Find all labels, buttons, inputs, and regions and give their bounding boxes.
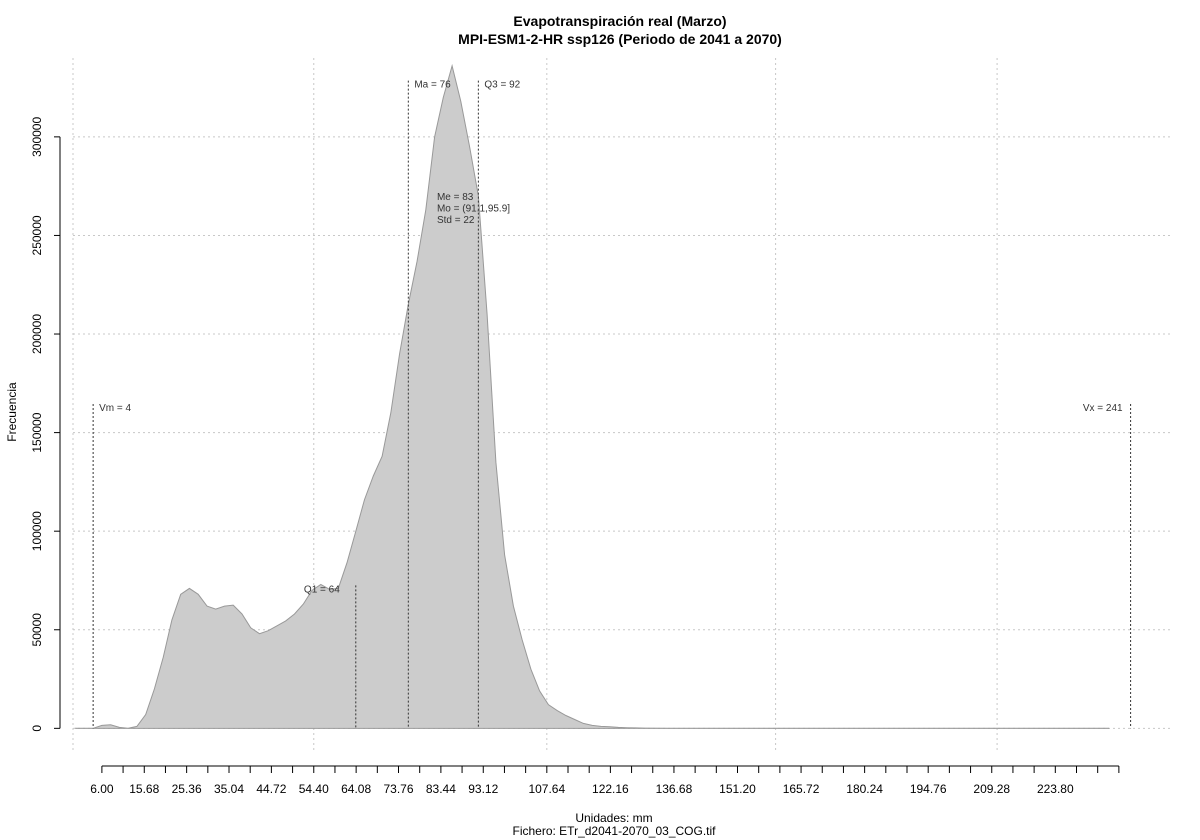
x-axis-label: Unidades: mm: [575, 811, 653, 825]
y-tick-label: 0: [30, 725, 44, 732]
x-tick-label: 136.68: [656, 782, 693, 796]
x-tick-label: 6.00: [90, 782, 114, 796]
x-tick-label: 223.80: [1037, 782, 1074, 796]
x-tick-label: 83.44: [426, 782, 456, 796]
x-tick-label: 64.08: [341, 782, 371, 796]
x-tick-label: 25.36: [172, 782, 202, 796]
y-tick-label: 200000: [30, 314, 44, 354]
x-tick-label: 35.04: [214, 782, 244, 796]
x-tick-label: 15.68: [129, 782, 159, 796]
y-tick-label: 100000: [30, 511, 44, 551]
x-tick-label: 44.72: [256, 782, 286, 796]
x-tick-label: 209.28: [973, 782, 1010, 796]
x-tick-label: 122.16: [592, 782, 629, 796]
reference-line-label: Q1 = 64: [304, 584, 340, 595]
y-tick-label: 50000: [30, 613, 44, 647]
y-tick-label: 300000: [30, 117, 44, 157]
reference-line-label: Vx = 241: [1083, 403, 1123, 414]
chart-subtitle: MPI-ESM1-2-HR ssp126 (Periodo de 2041 a …: [458, 31, 782, 47]
y-tick-label: 250000: [30, 215, 44, 255]
x-tick-label: 151.20: [719, 782, 756, 796]
reference-line-label: Ma = 76: [414, 80, 451, 91]
reference-line-label: Q3 = 92: [484, 80, 520, 91]
file-name-caption: Fichero: ETr_d2041-2070_03_COG.tif: [512, 824, 716, 838]
reference-line-label: Vm = 4: [99, 403, 131, 414]
x-tick-label: 107.64: [528, 782, 565, 796]
y-tick-label: 150000: [30, 412, 44, 452]
x-tick-label: 73.76: [383, 782, 413, 796]
density-area: [74, 63, 1110, 729]
chart-title: Evapotranspiración real (Marzo): [513, 13, 727, 29]
stats-label: Std = 22: [437, 215, 475, 226]
x-tick-label: 54.40: [299, 782, 329, 796]
stats-label: Mo = (91.1,95.9]: [437, 203, 510, 214]
stats-label: Me = 83: [437, 192, 474, 203]
x-tick-label: 165.72: [783, 782, 820, 796]
x-tick-label: 194.76: [910, 782, 947, 796]
x-tick-label: 93.12: [468, 782, 498, 796]
x-tick-label: 180.24: [846, 782, 883, 796]
